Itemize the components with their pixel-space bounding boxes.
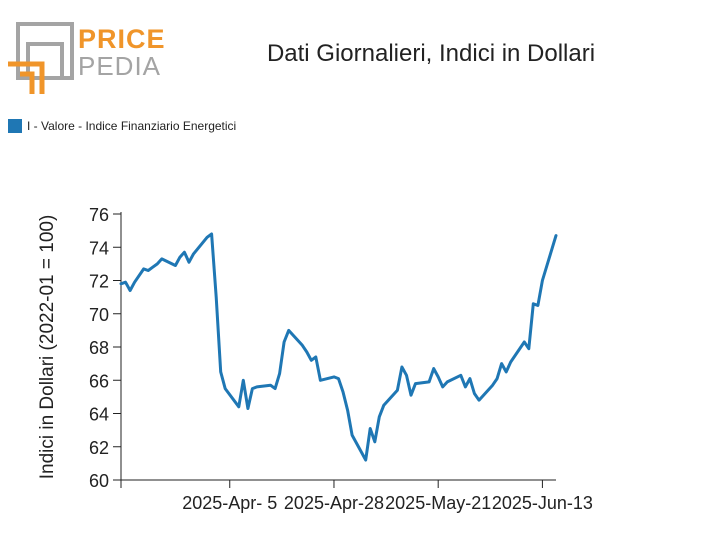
x-tick-label: 2025-Jun-13 xyxy=(492,493,593,513)
x-tick-label: 2025-May-21 xyxy=(385,493,491,513)
chart-title: Dati Giornalieri, Indici in Dollari xyxy=(266,40,596,67)
y-tick-label: 64 xyxy=(89,405,109,425)
x-tick-label: 2025-Apr-28 xyxy=(284,493,384,513)
y-tick-label: 70 xyxy=(89,305,109,325)
pricepedia-logo xyxy=(8,22,168,94)
y-tick-label: 66 xyxy=(89,371,109,391)
y-tick-label: 74 xyxy=(89,238,109,258)
series-line xyxy=(119,232,558,462)
chart-legend: I - Valore - Indice Finanziario Energeti… xyxy=(8,119,236,133)
x-tick-label: 2025-Apr- 5 xyxy=(182,493,277,513)
logo-mark xyxy=(8,22,74,94)
y-tick-label: 68 xyxy=(89,338,109,358)
y-axis-label: Indici in Dollari (2022-01 = 100) xyxy=(37,215,58,480)
legend-swatch xyxy=(8,119,22,133)
y-tick-label: 62 xyxy=(89,438,109,458)
plot-area xyxy=(119,232,558,462)
y-axis: 60 62 64 66 68 70 72 74 76 xyxy=(89,205,122,491)
y-tick-label: 60 xyxy=(89,471,109,491)
y-tick-label: 76 xyxy=(89,205,109,225)
logo-text-price: PRICE xyxy=(78,24,166,54)
y-tick-label: 72 xyxy=(89,272,109,292)
legend-label: I - Valore - Indice Finanziario Energeti… xyxy=(27,119,237,133)
x-axis: 2025-Apr- 5 2025-Apr-28 2025-May-21 2025-Ju… xyxy=(120,479,593,513)
logo-text-pedia: PEDIA xyxy=(78,51,162,81)
